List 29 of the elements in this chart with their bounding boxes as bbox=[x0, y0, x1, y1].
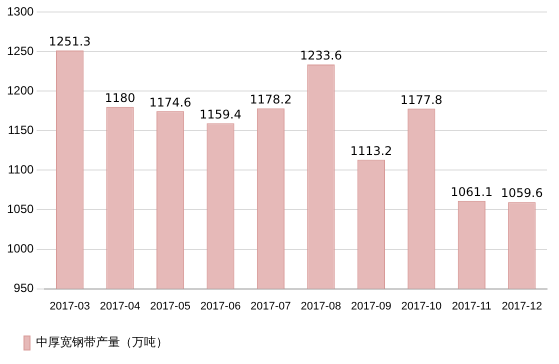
data-label: 1061.1 bbox=[450, 185, 493, 200]
x-tick-label: 2017-11 bbox=[452, 300, 492, 312]
legend-label: 中厚宽钢带产量（万吨） bbox=[36, 335, 168, 350]
x-tick-label: 2017-09 bbox=[351, 300, 392, 312]
x-tick-label: 2017-08 bbox=[300, 300, 342, 312]
y-tick-label: 1050 bbox=[6, 202, 34, 216]
y-tick-label: 1200 bbox=[6, 83, 34, 98]
y-tick-label: 1000 bbox=[6, 242, 34, 256]
data-label: 1113.2 bbox=[350, 144, 392, 158]
data-label: 1177.8 bbox=[400, 92, 442, 107]
data-label: 1159.4 bbox=[200, 107, 242, 122]
x-tick-label: 2017-12 bbox=[502, 300, 542, 312]
y-tick-label: 1250 bbox=[6, 44, 34, 58]
y-tick-label: 1150 bbox=[8, 122, 34, 137]
data-label: 1178.2 bbox=[250, 92, 292, 106]
y-tick-label: 1100 bbox=[8, 162, 34, 176]
x-tick-label: 2017-03 bbox=[50, 300, 90, 312]
x-tick-label: 2017-10 bbox=[401, 300, 442, 312]
data-label: 1251.3 bbox=[48, 34, 91, 49]
data-label: 1180 bbox=[104, 91, 136, 106]
x-tick-label: 2017-06 bbox=[200, 300, 241, 312]
x-tick-label: 2017-07 bbox=[250, 300, 291, 312]
x-tick-label: 2017-04 bbox=[100, 300, 140, 312]
x-tick-label: 2017-05 bbox=[150, 300, 190, 312]
y-tick-label: 1300 bbox=[6, 4, 34, 18]
data-label: 1174.6 bbox=[149, 95, 192, 110]
y-tick-label: 950 bbox=[14, 281, 34, 296]
data-label: 1059.6 bbox=[500, 186, 543, 200]
data-label: 1233.6 bbox=[300, 48, 342, 63]
